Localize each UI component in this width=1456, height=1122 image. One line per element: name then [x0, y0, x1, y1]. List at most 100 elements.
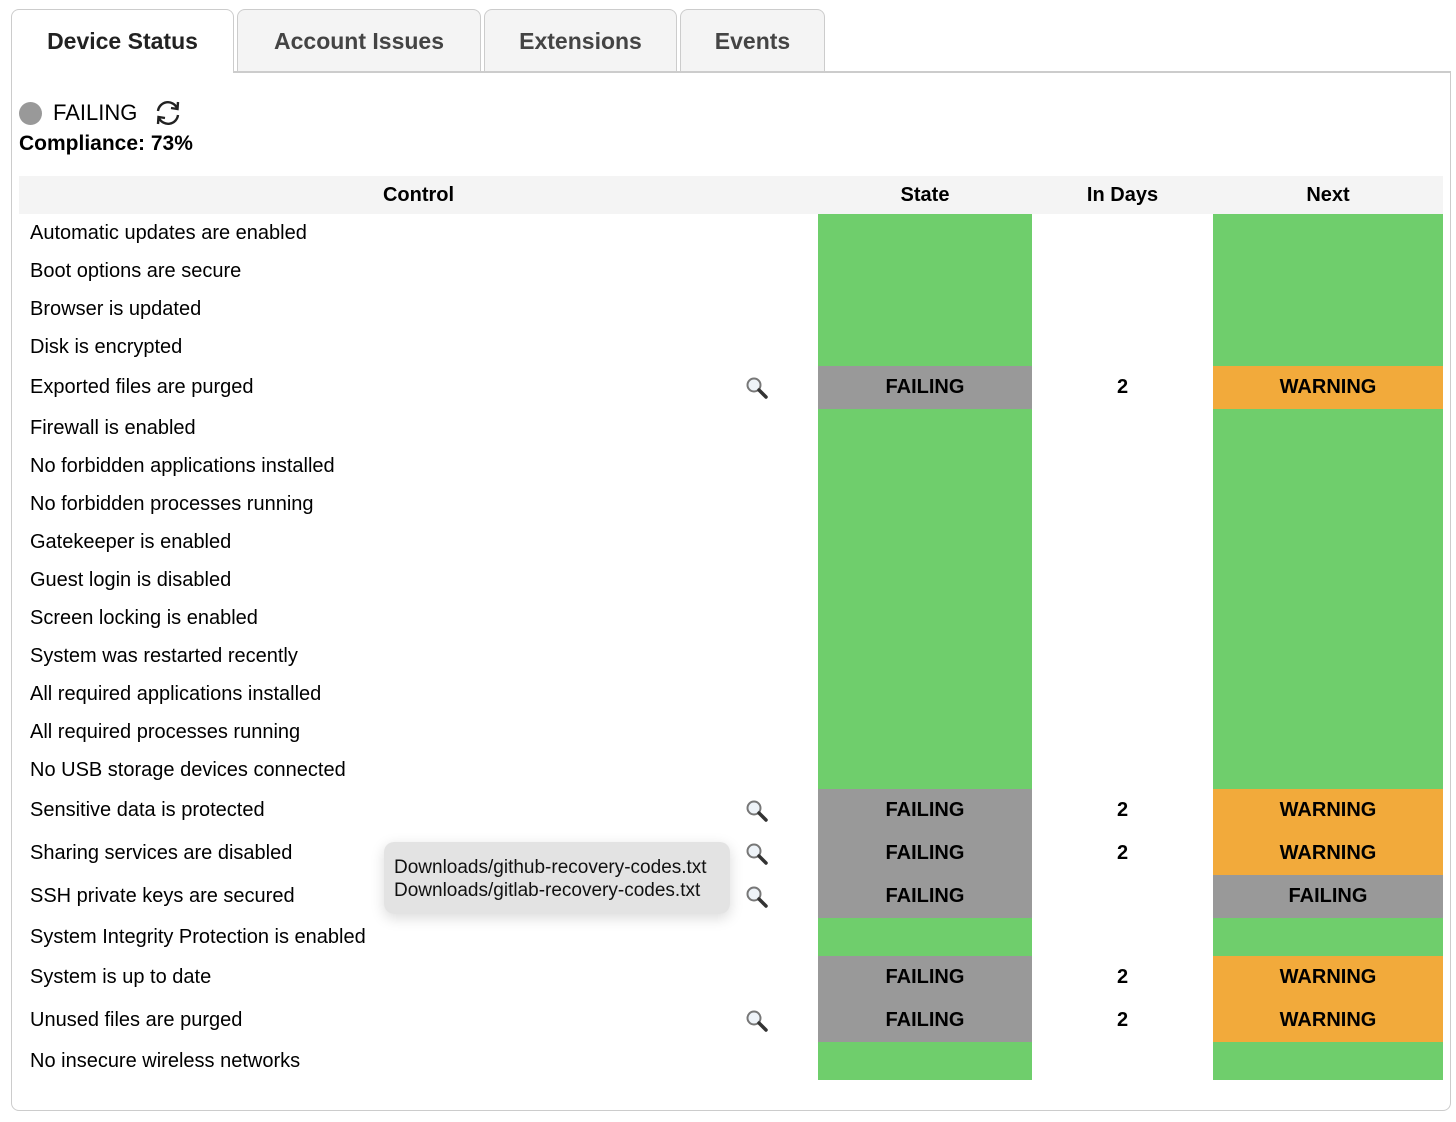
next-cell: [1213, 447, 1443, 485]
state-cell: FAILING: [818, 789, 1032, 832]
in-days-cell: [1032, 447, 1213, 485]
control-name: System Integrity Protection is enabled: [30, 925, 366, 948]
state-cell: FAILING: [818, 956, 1032, 999]
next-cell: [1213, 599, 1443, 637]
magnifier-icon[interactable]: [745, 842, 769, 866]
details-cell: [729, 290, 818, 328]
next-cell: WARNING: [1213, 789, 1443, 832]
in-days-cell: [1032, 599, 1213, 637]
in-days-cell: 2: [1116, 799, 1129, 821]
state-cell: [818, 409, 1032, 447]
control-name: All required applications installed: [30, 682, 322, 705]
details-cell: [729, 252, 818, 290]
next-cell: [1213, 1042, 1443, 1080]
details-cell: [729, 485, 818, 523]
magnifier-icon[interactable]: [745, 1009, 769, 1033]
tooltip: Downloads/github-recovery-codes.txt Down…: [384, 842, 730, 914]
table-row: Screen locking is enabled: [19, 599, 1443, 637]
details-cell: [729, 675, 818, 713]
state-cell: [818, 675, 1032, 713]
table-row: No forbidden processes running: [19, 485, 1443, 523]
in-days-cell: [1032, 523, 1213, 561]
in-days-cell: 2: [1116, 966, 1129, 988]
control-name: Unused files are purged: [30, 1009, 243, 1031]
details-cell: [729, 789, 818, 832]
control-name: Guest login is disabled: [30, 568, 232, 591]
details-cell: [729, 328, 818, 366]
control-name: Browser is updated: [30, 297, 202, 320]
details-cell: [729, 599, 818, 637]
state-cell: [818, 751, 1032, 789]
details-cell: [729, 751, 818, 789]
state-cell: [818, 447, 1032, 485]
in-days-cell: [1032, 875, 1213, 918]
state-cell: [818, 252, 1032, 290]
table-row: Gatekeeper is enabled: [19, 523, 1443, 561]
next-cell: WARNING: [1213, 366, 1443, 409]
details-cell: [729, 875, 818, 918]
details-cell: [729, 637, 818, 675]
tab-account-issues[interactable]: Account Issues: [237, 9, 481, 72]
tab-bar: Device Status Account Issues Extensions …: [11, 9, 825, 73]
tab-device-status[interactable]: Device Status: [11, 9, 234, 73]
in-days-cell: [1032, 637, 1213, 675]
details-cell: [729, 832, 818, 875]
table-row: No USB storage devices connected: [19, 751, 1443, 789]
details-cell: [729, 1042, 818, 1080]
in-days-cell: 2: [1116, 1009, 1129, 1031]
in-days-cell: [1032, 290, 1213, 328]
in-days-cell: [1032, 252, 1213, 290]
state-cell: [818, 485, 1032, 523]
details-cell: [729, 409, 818, 447]
tab-events[interactable]: Events: [680, 9, 825, 72]
next-cell: [1213, 713, 1443, 751]
tab-panel: [11, 71, 1451, 1111]
magnifier-icon[interactable]: [745, 885, 769, 909]
table-row: System Integrity Protection is enabled: [19, 918, 1443, 956]
control-name: Boot options are secure: [30, 259, 242, 282]
control-name: Screen locking is enabled: [30, 606, 258, 629]
header-in-days: In Days: [1032, 176, 1213, 214]
tab-extensions[interactable]: Extensions: [484, 9, 677, 72]
control-name: Sharing services are disabled: [30, 842, 293, 864]
table-row: No forbidden applications installed: [19, 447, 1443, 485]
in-days-cell: [1032, 561, 1213, 599]
state-cell: FAILING: [818, 875, 1032, 918]
state-cell: [818, 918, 1032, 956]
state-cell: [818, 1042, 1032, 1080]
state-cell: FAILING: [818, 999, 1032, 1042]
details-cell: [729, 214, 818, 252]
in-days-cell: 2: [1116, 376, 1129, 398]
control-name: System was restarted recently: [30, 644, 298, 667]
details-cell: [729, 713, 818, 751]
table-row: All required applications installed: [19, 675, 1443, 713]
in-days-cell: [1032, 675, 1213, 713]
control-name: SSH private keys are secured: [30, 885, 295, 907]
next-cell: FAILING: [1213, 875, 1443, 918]
next-cell: WARNING: [1213, 956, 1443, 999]
table-row: Firewall is enabled: [19, 409, 1443, 447]
next-cell: WARNING: [1213, 999, 1443, 1042]
details-cell: [729, 956, 818, 999]
compliance-score: Compliance: 73%: [19, 132, 193, 155]
magnifier-icon[interactable]: [745, 799, 769, 823]
header-control: Control: [19, 176, 818, 214]
table-row: Unused files are purged FAILING 2 WARNIN…: [19, 999, 1443, 1042]
tooltip-line: Downloads/github-recovery-codes.txt: [394, 857, 707, 878]
state-cell: FAILING: [818, 366, 1032, 409]
table-row: Disk is encrypted: [19, 328, 1443, 366]
control-name: No forbidden applications installed: [30, 454, 335, 477]
in-days-cell: [1032, 918, 1213, 956]
state-cell: [818, 713, 1032, 751]
control-name: Sensitive data is protected: [30, 799, 265, 821]
next-cell: [1213, 485, 1443, 523]
header-next: Next: [1213, 176, 1443, 214]
in-days-cell: 2: [1116, 842, 1129, 864]
control-name: No insecure wireless networks: [30, 1049, 301, 1072]
refresh-icon[interactable]: [153, 98, 183, 128]
magnifier-icon[interactable]: [745, 376, 769, 400]
state-cell: [818, 328, 1032, 366]
table-row: Exported files are purged FAILING 2 WARN…: [19, 366, 1443, 409]
table-row: SSH private keys are secured FAILING FAI…: [19, 875, 1443, 918]
status-dot-icon: [19, 101, 42, 125]
